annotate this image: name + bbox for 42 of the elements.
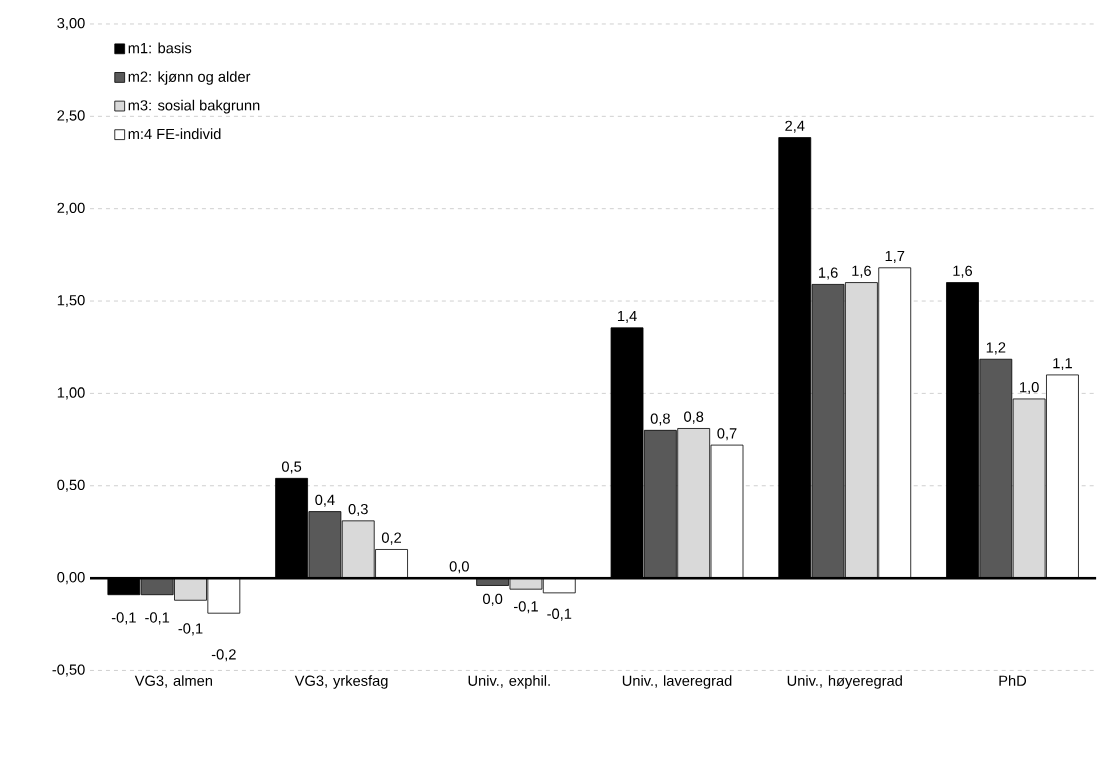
y-tick-label: 0,00: [57, 572, 85, 585]
y-tick-label: 2,50: [57, 110, 85, 123]
data-label: -0,1: [547, 608, 572, 621]
data-label: 0,3: [348, 504, 368, 517]
x-tick-label: Univ., laveregrad: [622, 675, 732, 689]
data-label: 1,6: [852, 265, 871, 278]
data-label: 2,4: [785, 120, 805, 133]
y-tick-label: 2,00: [57, 202, 85, 215]
x-tick-label: Univ., exphil.: [468, 675, 550, 689]
data-label: 1,7: [885, 251, 905, 264]
y-tick-label: 1,00: [57, 387, 85, 400]
legend-label: m:4 FE-individ: [128, 128, 221, 140]
data-label: 0,8: [650, 413, 670, 426]
y-tick-label: 3,00: [57, 18, 85, 31]
data-label: 1,2: [986, 342, 1006, 355]
data-label: -0,1: [111, 612, 136, 625]
data-label: 0,8: [684, 411, 704, 424]
data-label: 1,6: [819, 267, 838, 280]
data-label: -0,1: [513, 601, 538, 614]
legend-label: m3: sosial bakgrunn: [128, 99, 260, 114]
y-tick-label: 1,50: [57, 295, 85, 308]
data-label: -0,2: [211, 649, 236, 662]
legend-label: m2: kjønn og alder: [128, 71, 251, 85]
data-label: 0,2: [381, 532, 402, 545]
y-tick-label: 0,50: [57, 479, 85, 492]
data-label: 1,0: [1020, 382, 1039, 395]
legend-label: m1: basis: [128, 42, 192, 54]
data-label: 1,6: [953, 265, 973, 278]
data-label: -0,1: [145, 612, 170, 625]
data-label: -0,1: [178, 623, 203, 636]
data-label: 1,1: [1053, 358, 1072, 371]
x-tick-label: VG3, yrkesfag: [294, 675, 388, 689]
x-tick-label: PhD: [999, 675, 1027, 686]
y-tick-label: -0,50: [52, 664, 85, 677]
data-label: 0,5: [281, 461, 302, 474]
data-label: 1,4: [617, 311, 637, 324]
x-tick-label: VG3, almen: [134, 675, 212, 688]
x-tick-label: Univ., høyeregrad: [787, 675, 902, 689]
data-label: 0,4: [315, 494, 335, 507]
data-label: 0,7: [717, 428, 737, 441]
data-label: 0,0: [483, 593, 503, 606]
data-label: 0,0: [449, 561, 469, 574]
